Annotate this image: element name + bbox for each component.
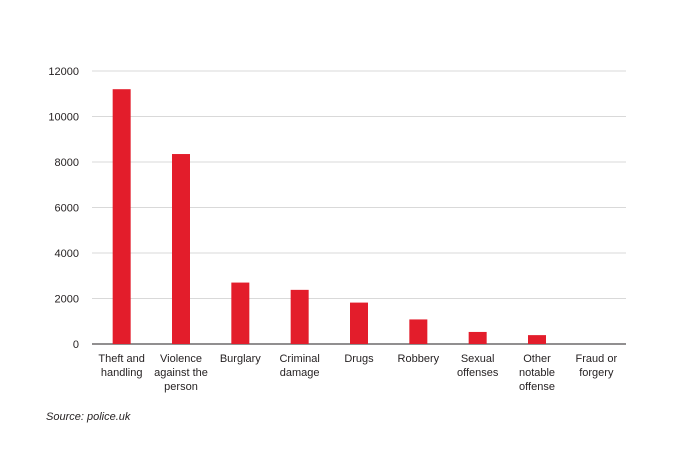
x-category-label-line: damage [280,367,320,379]
x-category-label-line: Fraud or [576,353,618,365]
y-tick-label: 10000 [48,112,79,124]
x-category-label-line: forgery [579,367,614,379]
y-tick-label: 0 [73,339,79,351]
source-note: Source: police.uk [46,411,131,423]
bar [290,289,309,344]
x-category-label-line: Burglary [220,353,261,365]
x-category-label-line: Criminal [279,353,319,365]
x-category-label: Robbery [398,353,440,365]
x-category-label-line: notable [519,367,555,379]
x-category-label-line: offenses [457,367,499,379]
x-category-label-line: Violence [160,353,202,365]
x-category-label-line: Robbery [398,353,440,365]
y-tick-label: 6000 [55,203,79,215]
bar [468,331,487,344]
x-category-label: Violence against the person [154,353,208,393]
bar [409,319,428,344]
x-category-label-line: offense [519,381,555,393]
y-tick-label: 12000 [48,66,79,78]
x-category-label: Theft and handling [98,353,144,379]
x-category-label-line: Sexual [461,353,495,365]
bar [112,89,131,344]
y-tick-label: 8000 [55,157,79,169]
bar [172,154,190,344]
x-category-label-line: handling [101,367,143,379]
x-category-label: Other notable offense [519,353,555,393]
x-category-label-line: against the [154,367,208,379]
x-category-label: Burglary [220,353,261,365]
x-category-label: Fraud or forgery [576,353,618,379]
y-tick-label: 4000 [55,248,79,260]
x-category-label-line: Other [523,353,551,365]
x-category-label: Sexual offenses [457,353,499,379]
x-category-label-line: person [164,381,198,393]
x-category-label-line: Drugs [344,353,374,365]
bar [231,282,250,344]
y-tick-label: 2000 [55,294,79,306]
x-category-label: Criminal damage [279,353,319,379]
x-category-label: Drugs [344,353,374,365]
bar [528,335,546,344]
bar [350,302,368,344]
x-category-label-line: Theft and [98,353,144,365]
